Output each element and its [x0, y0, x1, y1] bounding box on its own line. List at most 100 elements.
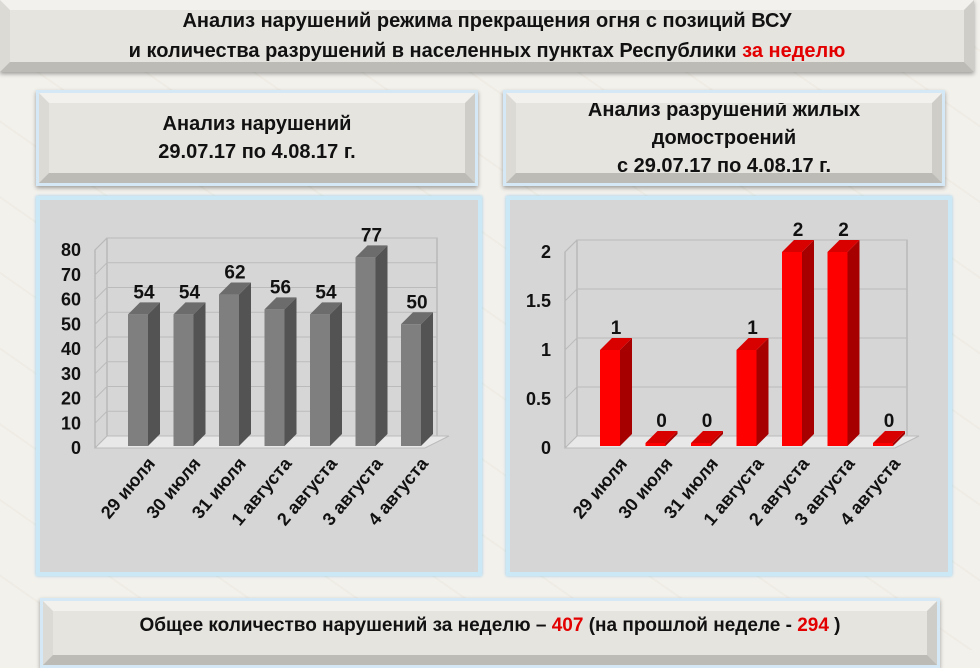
gridline [94, 435, 108, 449]
bar-top [173, 302, 206, 315]
bar [219, 294, 239, 446]
data-label: 54 [133, 282, 155, 303]
bar-side [375, 245, 388, 446]
bar-top [736, 338, 769, 350]
left-chart-header: Анализ нарушений 29.07.17 по 4.08.17 г. [36, 90, 478, 186]
data-label: 2 [838, 220, 849, 241]
y-tick-label: 0.5 [526, 389, 551, 409]
y-tick-label: 40 [61, 339, 81, 359]
right-header-line-3: с 29.07.17 по 4.08.17 г. [616, 155, 832, 177]
bar [782, 252, 802, 446]
bar [128, 314, 148, 446]
y-tick-label: 0 [71, 438, 81, 458]
right-header-line-1: Анализ разрушений жилых [587, 99, 861, 121]
bar [645, 443, 666, 446]
y-tick-label: 10 [61, 413, 81, 433]
left-header-line-1: Анализ нарушений [162, 113, 352, 135]
data-label: 1 [611, 318, 622, 339]
data-label: 0 [884, 411, 895, 432]
gridline [564, 435, 578, 449]
bar-top [873, 431, 905, 443]
bar-side [620, 338, 632, 446]
y-tick-label: 60 [61, 290, 81, 310]
y-tick-label: 50 [61, 314, 81, 334]
y-tick-label: 70 [61, 265, 81, 285]
bar-top [827, 240, 860, 252]
y-tick-label: 20 [61, 389, 81, 409]
bar-top [310, 302, 342, 315]
y-tick-label: 30 [61, 364, 81, 384]
gridline [94, 311, 108, 325]
bar-top [355, 245, 388, 258]
bar-top [128, 302, 160, 315]
bar-side [802, 240, 814, 446]
title-line-2-text: и количества разрушений в населенных пун… [128, 40, 737, 62]
gridline [564, 239, 578, 253]
summary-line: Общее количество нарушений за неделю – 4… [139, 615, 840, 637]
bar-top [782, 240, 814, 252]
summary-text-3: ) [828, 615, 841, 636]
title-line-2: и количества разрушений в населенных пун… [129, 36, 846, 66]
slide-title: Анализ нарушений режима прекращения огня… [0, 0, 974, 72]
y-tick-label: 80 [61, 240, 81, 260]
data-label: 0 [702, 411, 713, 432]
bar [600, 350, 620, 446]
bar-top [264, 297, 297, 310]
gridline [94, 410, 108, 424]
data-label: 0 [656, 411, 667, 432]
right-chart-header: Анализ разрушений жилых домостроений с 2… [503, 90, 945, 186]
summary-text-1: Общее количество нарушений за неделю – [139, 615, 552, 636]
bar-side [193, 302, 206, 446]
bar-side [284, 297, 297, 446]
bar-side [893, 431, 905, 446]
data-label: 2 [793, 220, 804, 241]
bar-side [421, 312, 433, 446]
bar-side [711, 431, 723, 446]
summary-value: 407 [551, 615, 584, 636]
data-label: 62 [224, 263, 245, 284]
left-header-line-2: 29.07.17 по 4.08.17 г. [158, 141, 356, 163]
gridline [94, 361, 108, 375]
right-chart-panel [506, 196, 952, 576]
bar-side [239, 282, 251, 446]
gridline [564, 288, 578, 302]
data-label: 50 [406, 292, 427, 313]
bar-top [219, 282, 251, 295]
y-tick-label: 1 [541, 340, 551, 360]
gridline [564, 386, 578, 400]
title-line-1: Анализ нарушений режима прекращения огня… [182, 10, 792, 32]
bar [173, 314, 194, 446]
bar-top [691, 431, 723, 443]
bar [873, 443, 893, 446]
bar-side [665, 431, 678, 446]
bar [264, 309, 285, 446]
bar-side [330, 302, 342, 446]
bar [691, 443, 711, 446]
summary-box: Общее количество нарушений за неделю – 4… [40, 598, 940, 668]
gridline [94, 386, 108, 399]
gridline [94, 336, 108, 350]
bar-top [600, 338, 632, 350]
summary-prev-value: 294 [797, 615, 829, 636]
y-tick-label: 2 [541, 242, 551, 262]
y-tick-label: 1.5 [526, 291, 551, 311]
bar-side [148, 302, 160, 446]
title-line-2-red: за неделю [742, 40, 846, 62]
bar [401, 324, 421, 446]
gridline [94, 262, 108, 276]
bar-side [756, 338, 769, 446]
bar [310, 314, 330, 446]
data-label: 1 [747, 318, 758, 339]
data-label: 77 [361, 225, 382, 246]
summary-text-2: (на прошлой неделе - [583, 615, 798, 636]
data-label: 54 [315, 282, 337, 303]
gridline [564, 337, 578, 351]
bar [355, 257, 376, 446]
bar [827, 252, 848, 446]
gridline [94, 287, 108, 300]
gridline [94, 237, 108, 251]
y-tick-label: 0 [541, 438, 551, 458]
bar-side [847, 240, 860, 446]
data-label: 56 [270, 277, 291, 298]
